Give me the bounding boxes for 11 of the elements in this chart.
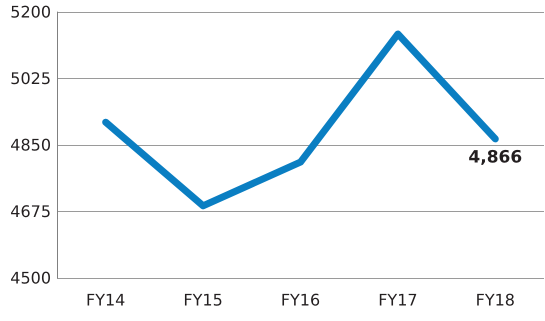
- y-tick-label: 5025: [10, 69, 51, 88]
- x-tick-label: FY16: [280, 290, 320, 310]
- y-tick-label: 4850: [10, 136, 51, 154]
- x-tick-label: FY18: [476, 290, 515, 310]
- y-tick-label: 4500: [10, 268, 51, 288]
- y-tick-label: 4675: [10, 202, 51, 221]
- y-tick-label: 5200: [10, 2, 51, 22]
- x-tick-label: FY17: [378, 290, 418, 310]
- x-tick-label: FY15: [183, 290, 223, 310]
- data-label: 4,866: [468, 147, 522, 168]
- x-tick-label: FY14: [86, 290, 126, 310]
